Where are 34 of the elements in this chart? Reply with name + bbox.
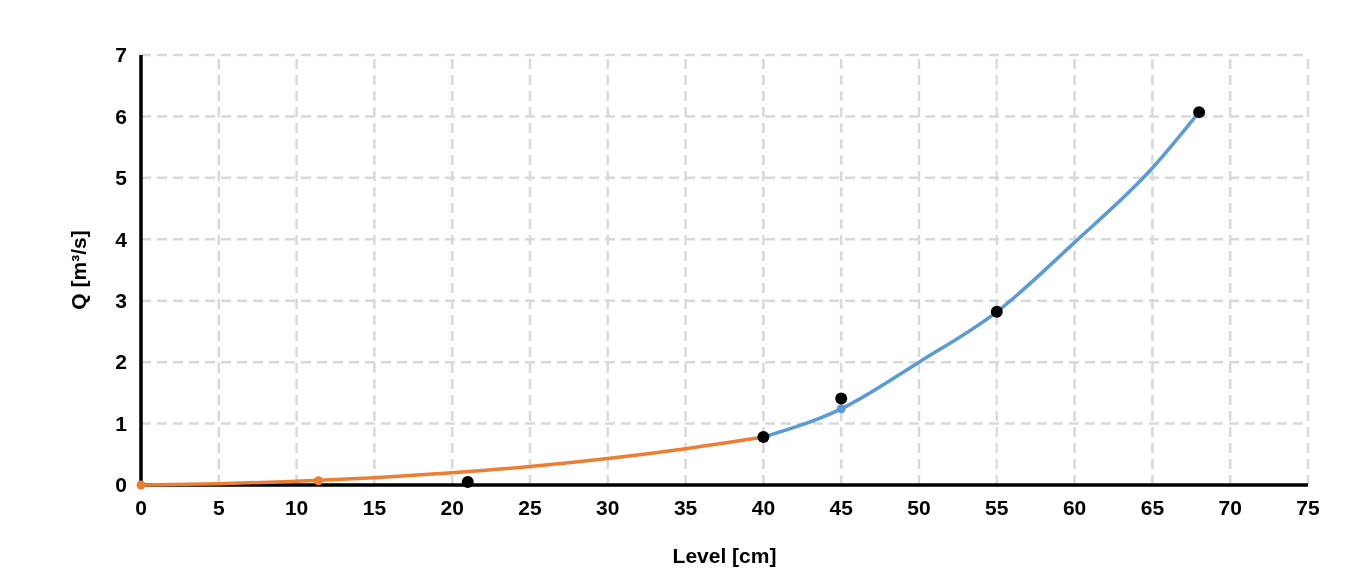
y-tick-label: 1 [115,411,128,435]
point [136,480,146,490]
point [461,475,474,488]
x-tick-label: 40 [751,496,776,519]
point [836,404,846,414]
x-tick-label: 30 [596,496,620,519]
x-tick-label: 10 [284,496,309,519]
x-tick-label: 55 [985,496,1009,519]
point [757,431,770,444]
point [313,476,323,486]
y-tick-label: 2 [115,350,127,374]
y-tick-label: 5 [115,166,128,190]
x-tick-label: 25 [518,496,542,519]
point [835,392,848,405]
y-tick-label: 4 [115,227,128,251]
y-tick-label: 0 [115,473,127,497]
x-tick-label: 45 [829,496,854,519]
y-tick-label: 6 [115,104,127,128]
point [1193,106,1206,119]
x-tick-label: 0 [135,496,147,519]
x-tick-label: 35 [673,496,698,519]
x-tick-label: 75 [1296,496,1320,519]
x-tick-label: 65 [1140,496,1165,519]
x-tick-label: 60 [1062,496,1087,519]
x-axis-title: Level [cm] [672,544,777,567]
y-tick-label: 7 [115,43,127,67]
x-tick-label: 5 [212,496,225,519]
y-tick-label: 3 [115,289,127,313]
x-tick-label: 15 [362,496,387,519]
x-tick-label: 50 [907,496,931,519]
x-tick-label: 20 [440,496,464,519]
y-axis-title: Q [m³/s] [67,230,90,310]
x-tick-label: 70 [1218,496,1242,519]
point [990,305,1003,318]
